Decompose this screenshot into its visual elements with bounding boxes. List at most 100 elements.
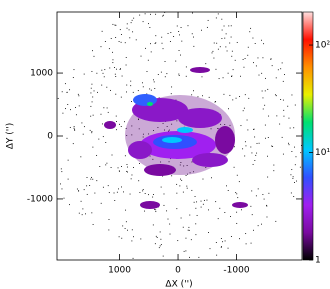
noise-speck <box>187 25 189 27</box>
noise-speck <box>289 127 291 129</box>
noise-speck <box>300 152 302 154</box>
noise-speck <box>108 229 110 231</box>
noise-speck <box>242 148 244 150</box>
noise-speck <box>256 152 258 154</box>
noise-speck <box>133 167 134 168</box>
noise-speck <box>131 19 133 21</box>
noise-speck <box>72 143 74 145</box>
noise-speck <box>146 71 148 73</box>
noise-speck <box>267 88 269 90</box>
noise-speck <box>104 69 106 71</box>
noise-speck <box>183 250 185 252</box>
noise-speck <box>243 66 245 68</box>
noise-speck <box>219 46 221 48</box>
noise-speck <box>141 82 143 84</box>
noise-speck <box>99 166 101 167</box>
noise-speck <box>191 33 193 35</box>
noise-speck <box>190 239 192 241</box>
noise-speck <box>131 134 133 136</box>
noise-speck <box>223 93 225 95</box>
noise-speck <box>114 24 116 26</box>
noise-speck <box>78 190 80 192</box>
noise-speck <box>115 24 117 26</box>
noise-speck <box>155 235 157 237</box>
noise-speck <box>120 41 122 43</box>
noise-speck <box>130 22 132 24</box>
noise-speck <box>142 189 144 191</box>
noise-speck <box>115 129 117 131</box>
noise-speck <box>233 146 235 148</box>
noise-speck <box>131 240 133 242</box>
noise-speck <box>250 242 252 244</box>
noise-speck <box>120 126 122 127</box>
noise-speck <box>129 37 131 39</box>
noise-speck <box>162 48 164 50</box>
noise-speck <box>171 86 173 88</box>
noise-speck <box>150 89 152 91</box>
noise-speck <box>173 36 175 37</box>
noise-speck <box>168 9 169 10</box>
noise-speck <box>162 175 164 177</box>
noise-speck <box>86 177 88 178</box>
noise-speck <box>265 77 266 79</box>
noise-speck <box>112 23 114 25</box>
noise-speck <box>127 171 128 173</box>
noise-speck <box>185 237 187 239</box>
noise-speck <box>125 57 127 58</box>
noise-speck <box>261 90 263 92</box>
x-axis-label: ΔX ('') <box>165 280 192 289</box>
noise-speck <box>275 220 277 222</box>
noise-speck <box>211 52 213 54</box>
noise-speck <box>268 115 270 117</box>
noise-speck <box>150 43 151 45</box>
noise-speck <box>244 141 246 143</box>
noise-speck <box>126 84 128 86</box>
noise-speck <box>248 97 250 99</box>
noise-speck <box>226 185 227 187</box>
noise-speck <box>202 178 204 180</box>
noise-speck <box>198 256 200 258</box>
noise-speck <box>166 73 168 75</box>
noise-speck <box>251 152 253 154</box>
noise-speck <box>276 115 278 117</box>
noise-speck <box>132 31 134 33</box>
noise-speck <box>288 142 289 144</box>
noise-speck <box>86 185 88 187</box>
noise-speck <box>230 36 232 38</box>
noise-speck <box>179 164 181 166</box>
noise-speck <box>301 144 302 146</box>
noise-speck <box>140 238 142 240</box>
noise-speck <box>236 193 238 195</box>
noise-speck <box>135 39 137 41</box>
noise-speck <box>200 206 202 208</box>
noise-speck <box>102 72 104 74</box>
noise-speck <box>230 216 231 218</box>
noise-speck <box>69 204 70 206</box>
noise-speck <box>154 43 156 44</box>
noise-speck <box>277 69 279 71</box>
noise-speck <box>294 104 296 106</box>
noise-speck <box>211 177 212 179</box>
noise-speck <box>196 214 198 216</box>
noise-speck <box>110 38 112 39</box>
noise-speck <box>217 128 219 129</box>
colorbar <box>302 11 314 261</box>
noise-speck <box>180 217 182 219</box>
y-tick-label: -1000 <box>27 194 53 204</box>
noise-speck <box>271 145 273 147</box>
x-tick-label: 0 <box>175 266 181 276</box>
noise-speck <box>202 95 204 97</box>
noise-speck <box>51 155 52 156</box>
noise-speck <box>119 29 121 31</box>
noise-speck <box>81 122 83 124</box>
noise-speck <box>280 99 282 100</box>
noise-speck <box>131 101 132 103</box>
x-tick-label: -1000 <box>223 266 249 276</box>
noise-speck <box>225 33 227 35</box>
noise-speck <box>247 54 249 56</box>
noise-speck <box>186 173 188 175</box>
noise-speck <box>166 210 168 212</box>
noise-speck <box>101 30 103 32</box>
noise-speck <box>152 194 154 195</box>
noise-speck <box>166 126 168 127</box>
